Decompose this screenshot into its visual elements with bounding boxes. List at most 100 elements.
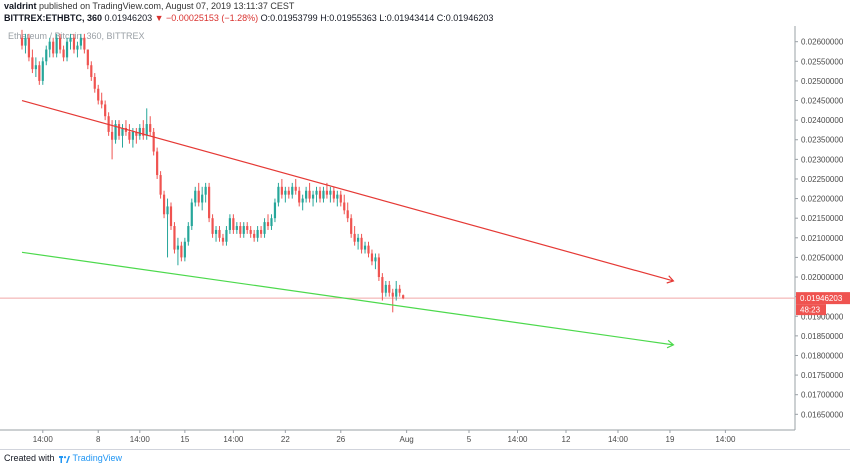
candle-body <box>121 127 124 136</box>
footer: Created with TradingView <box>4 453 122 463</box>
candle-body <box>114 124 117 140</box>
candle <box>298 186 301 207</box>
y-tick-label: 0.02300000 <box>801 155 844 164</box>
candle-body <box>305 190 308 199</box>
candle <box>391 288 394 313</box>
candle-body <box>353 233 356 242</box>
candle-body <box>266 222 270 227</box>
candle-body <box>211 218 214 234</box>
candle <box>225 226 228 246</box>
candle-body <box>93 76 96 89</box>
candle-body <box>256 229 259 238</box>
candle-body <box>287 190 290 195</box>
candle-body <box>311 194 315 199</box>
candle <box>357 233 360 250</box>
candle-body <box>180 245 183 258</box>
candle-body <box>97 88 100 101</box>
candle <box>52 37 55 58</box>
candle-body <box>284 190 287 195</box>
candle-body <box>381 277 384 293</box>
candle <box>256 226 259 242</box>
candle-body <box>360 237 363 250</box>
candle-body <box>173 226 176 250</box>
candle <box>31 49 34 74</box>
candle <box>350 214 353 238</box>
candle <box>149 116 152 136</box>
candle-body <box>391 292 394 297</box>
candle <box>263 218 266 238</box>
y-tick-label: 0.02000000 <box>801 273 844 282</box>
x-tick-label: 14:00 <box>715 435 736 444</box>
y-tick-label: 0.01850000 <box>801 332 844 341</box>
candle <box>308 182 311 203</box>
candle <box>97 84 100 105</box>
candle <box>259 226 263 238</box>
candle <box>20 29 24 50</box>
published-text: published on TradingView.com, August 07,… <box>39 1 295 11</box>
candle-body <box>135 131 138 136</box>
x-tick-label: 15 <box>180 435 189 444</box>
candle <box>176 237 180 266</box>
candle-body <box>104 104 107 117</box>
candle-body <box>38 65 41 81</box>
candle-body <box>162 194 166 215</box>
x-tick-label: 14:00 <box>507 435 528 444</box>
tradingview-brand[interactable]: TradingView <box>72 453 123 463</box>
y-tick-label: 0.02450000 <box>801 97 844 106</box>
candle <box>322 186 325 203</box>
candle-body <box>253 233 256 238</box>
last-price-label-bg <box>796 292 850 305</box>
candle <box>83 33 86 54</box>
candle <box>381 273 384 301</box>
last-price: 0.01946203 <box>104 13 153 23</box>
axes-group: 0.02600000 0.02550000 0.02500000 0.02450000… <box>33 38 850 444</box>
candle <box>315 186 318 203</box>
candle-body <box>128 131 131 140</box>
candle <box>45 45 48 66</box>
candle-body <box>308 190 311 199</box>
candle <box>173 222 176 254</box>
candle <box>48 37 51 58</box>
created-with-text: Created with <box>4 453 55 463</box>
candle <box>277 182 280 207</box>
x-tick-label: 14:00 <box>608 435 629 444</box>
candle-body <box>273 202 277 219</box>
author-name[interactable]: valdrint <box>4 1 37 11</box>
countdown-label-bg <box>796 304 826 316</box>
candle <box>353 226 356 246</box>
candle-body <box>45 49 48 62</box>
candle-body <box>72 37 76 50</box>
candle-body <box>214 229 218 234</box>
candle <box>166 198 169 258</box>
candle <box>270 214 273 230</box>
candle-body <box>346 210 349 219</box>
candle-body <box>86 49 89 66</box>
candle-body <box>31 57 34 70</box>
x-tick-label: 14:00 <box>130 435 151 444</box>
candle <box>346 202 349 223</box>
candle <box>235 222 238 234</box>
resistance-trend-line <box>21 99 674 282</box>
candle <box>65 37 69 62</box>
candle-body <box>149 124 152 132</box>
candle <box>239 222 242 238</box>
support-trend-line <box>21 251 674 346</box>
candle-body <box>79 37 83 46</box>
candle <box>55 33 58 58</box>
candle-body <box>239 226 242 234</box>
candle-body <box>41 61 44 81</box>
candle-body <box>208 186 211 219</box>
candle <box>152 127 155 156</box>
candle <box>208 182 211 223</box>
y-tick-label: 0.01750000 <box>801 371 844 380</box>
candle <box>218 226 221 242</box>
candle <box>24 33 27 54</box>
candle-body <box>52 41 55 54</box>
candle-body <box>228 218 231 230</box>
x-tick-label: 12 <box>562 435 571 444</box>
candle-body <box>291 186 294 195</box>
candle <box>367 241 370 258</box>
candle-body <box>187 226 190 242</box>
y-tick-label: 0.02250000 <box>801 175 844 184</box>
